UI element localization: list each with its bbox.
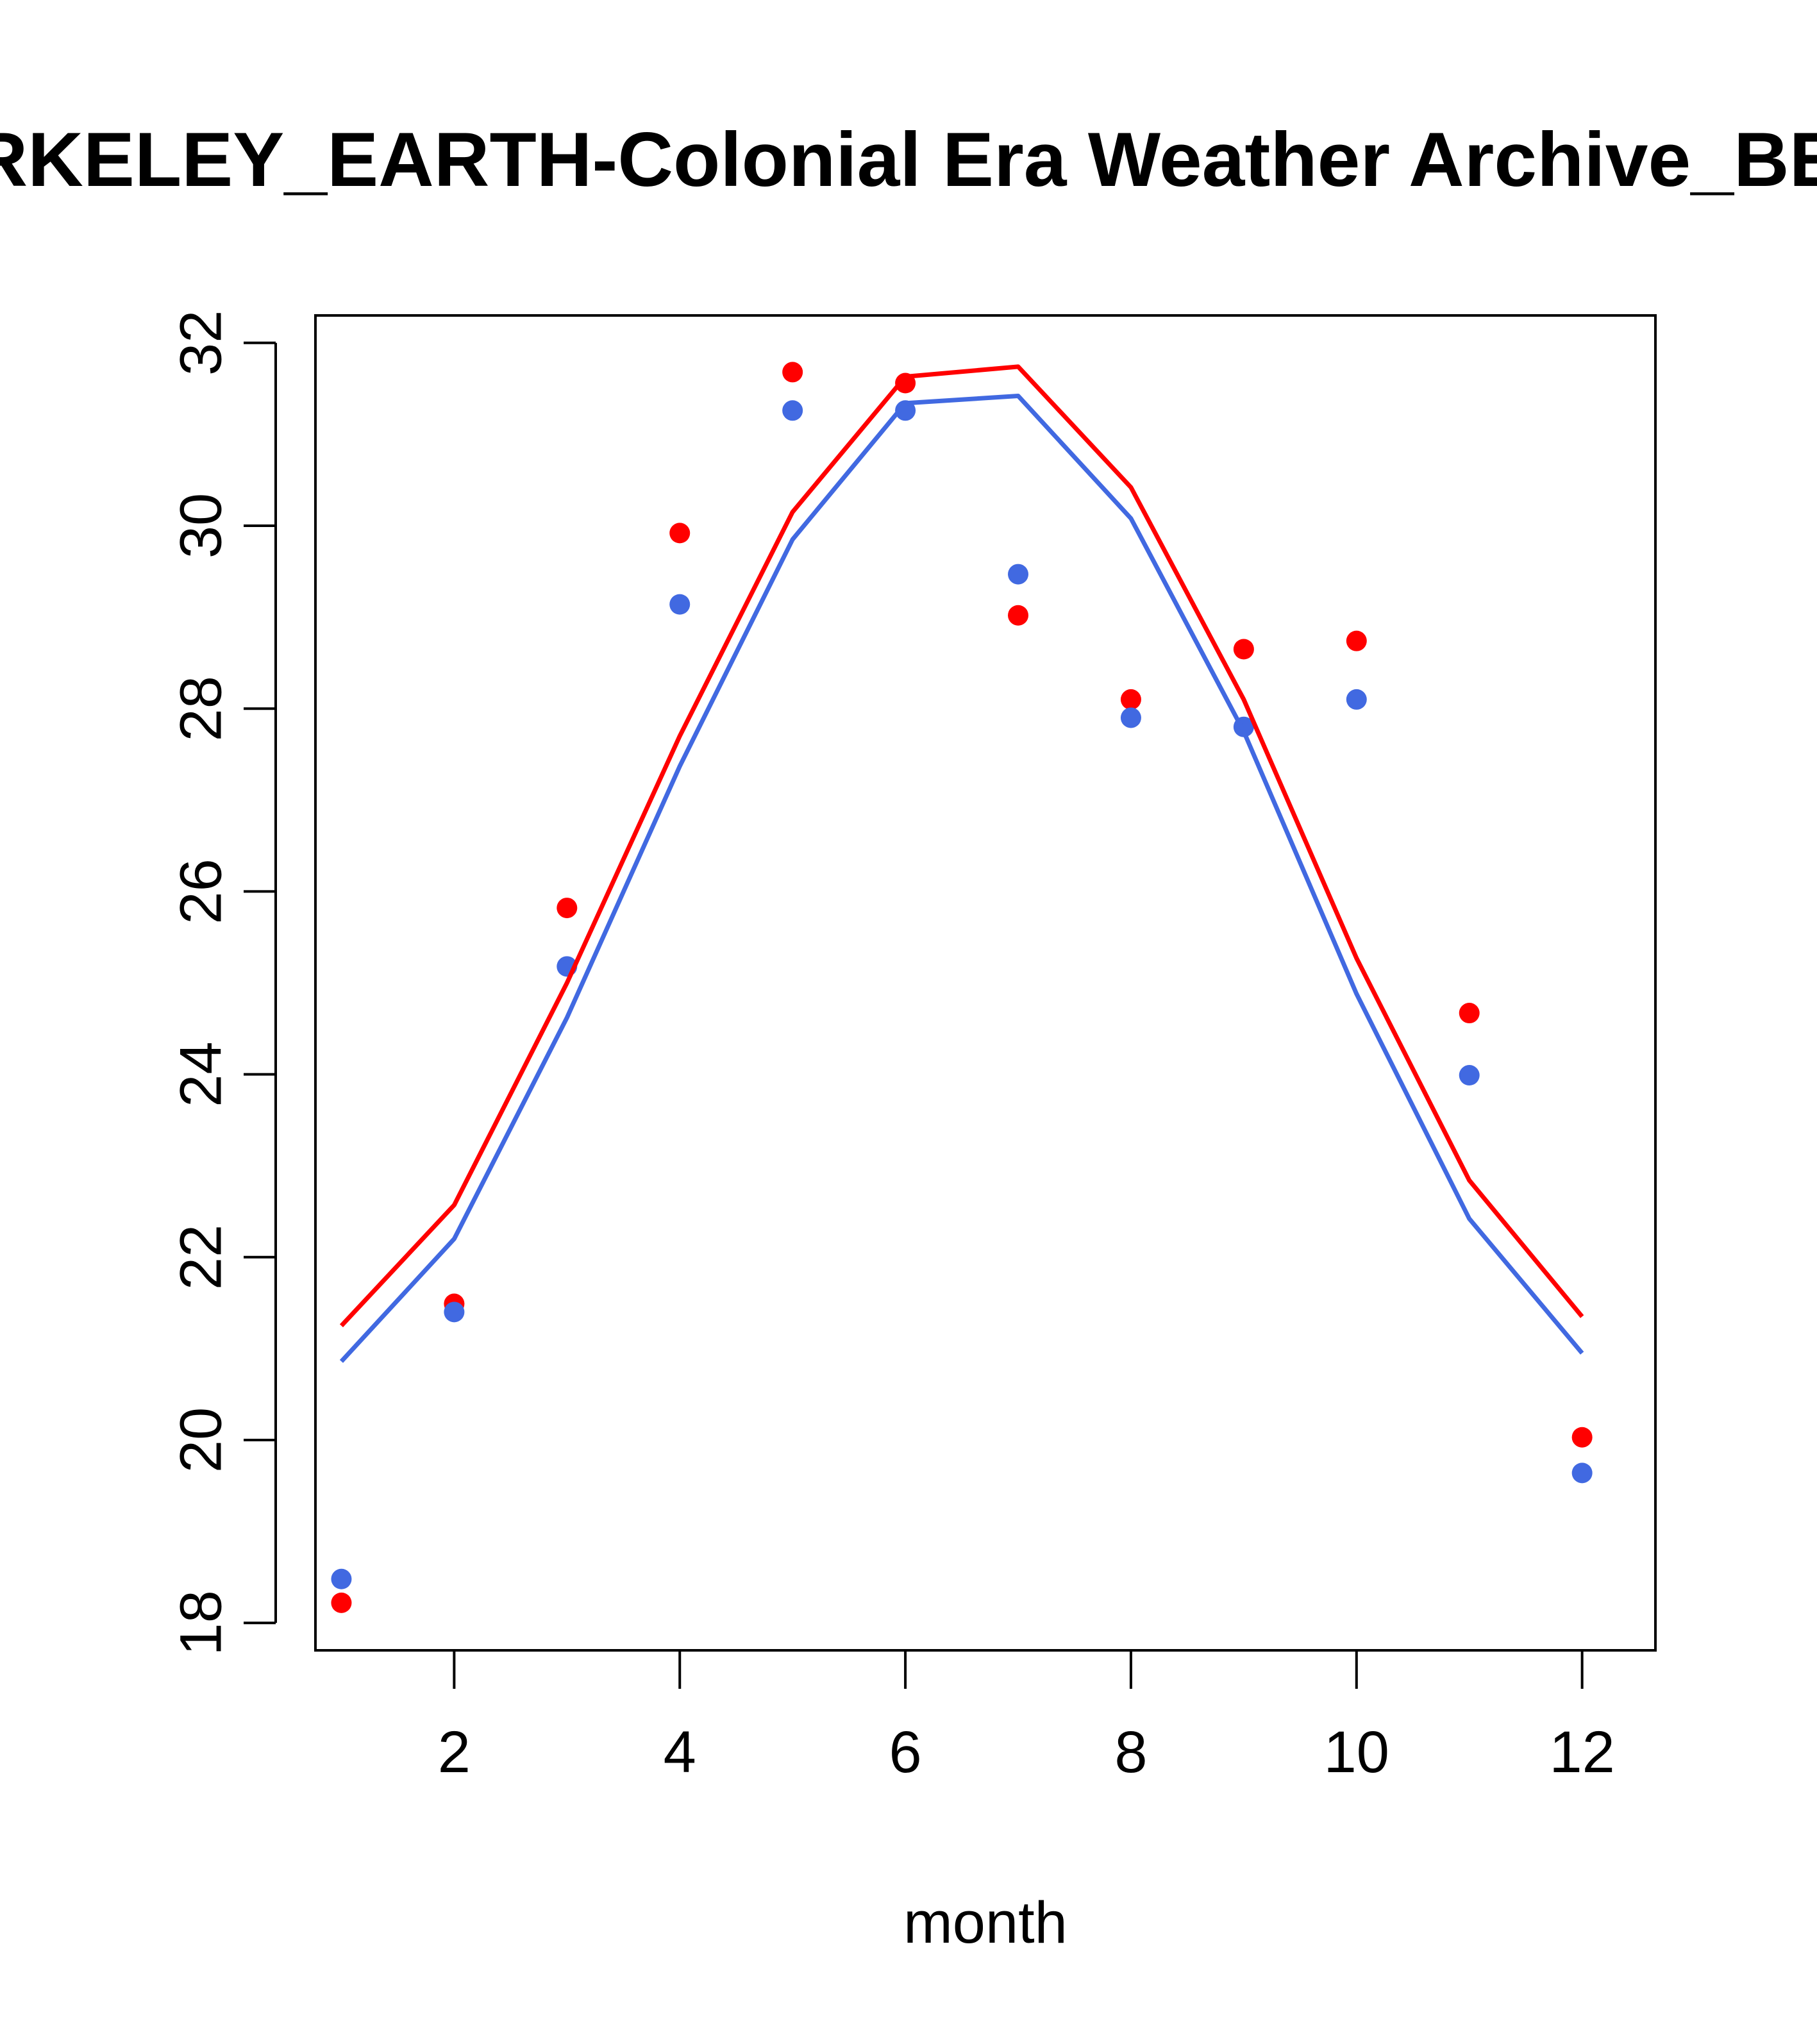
data-point [1008, 605, 1029, 626]
x-axis: 2 4 6 8 10 12 [438, 1649, 1615, 1785]
y-tick-label: 20 [168, 1407, 233, 1473]
x-tick-label: 8 [1114, 1720, 1147, 1785]
x-tick-label: 10 [1324, 1720, 1389, 1785]
series-3 [339, 364, 1584, 1328]
chart-title: BERKELEY_EARTH-Colonial Era Weather Arch… [0, 117, 1817, 203]
data-point [669, 523, 691, 544]
data-point [1008, 564, 1029, 585]
x-tick-label: 6 [889, 1720, 922, 1785]
plot-frame [314, 314, 1657, 1652]
data-point [1571, 1462, 1593, 1484]
data-point [1346, 689, 1367, 710]
data-point [782, 362, 803, 383]
data-point [1459, 1065, 1480, 1086]
series-1 [331, 362, 1593, 1613]
data-point [444, 1302, 465, 1323]
x-axis-label: month [903, 1890, 1068, 1956]
series-layer [331, 362, 1593, 1613]
data-point [1120, 707, 1141, 728]
data-point [1346, 630, 1367, 651]
data-point [331, 1592, 352, 1613]
data-point [669, 594, 691, 615]
y-tick-label: 26 [168, 859, 233, 924]
data-point [1459, 1003, 1480, 1024]
y-tick-label: 24 [168, 1041, 233, 1107]
y-axis: 18 20 22 24 26 28 30 32 [168, 310, 277, 1655]
x-tick-label: 4 [664, 1720, 696, 1785]
y-tick-label: 18 [168, 1590, 233, 1655]
data-point [331, 1568, 352, 1589]
series-2 [331, 400, 1593, 1589]
series-line [339, 364, 1584, 1328]
data-point [557, 898, 578, 919]
y-tick-label: 32 [168, 310, 233, 376]
data-point [1120, 689, 1141, 710]
series-line [339, 393, 1584, 1363]
data-point [1233, 639, 1254, 660]
x-tick-label: 12 [1549, 1720, 1614, 1785]
data-point [1571, 1427, 1593, 1448]
data-point [782, 400, 803, 421]
x-tick-label: 2 [438, 1720, 471, 1785]
y-tick-label: 30 [168, 493, 233, 558]
y-tick-label: 22 [168, 1225, 233, 1290]
data-point [895, 400, 916, 421]
y-tick-label: 28 [168, 676, 233, 741]
series-4 [339, 393, 1584, 1363]
